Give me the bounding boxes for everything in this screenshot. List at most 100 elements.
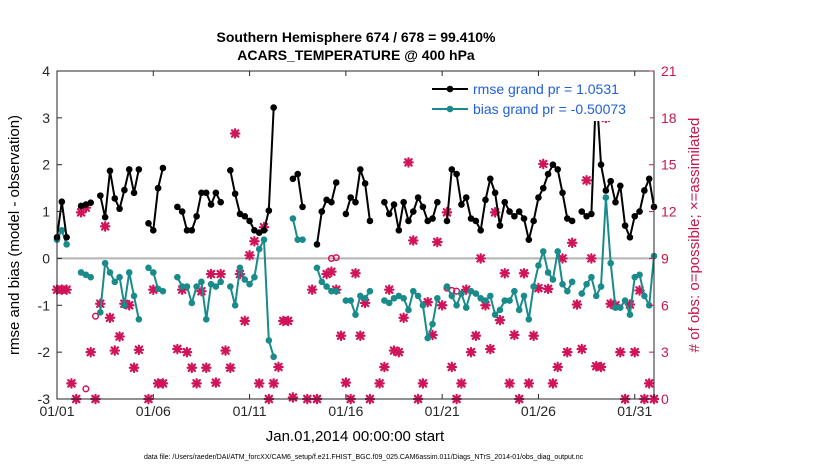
rmse-point <box>554 166 562 173</box>
bias-point <box>487 292 494 300</box>
rmse-point <box>212 189 220 197</box>
tick-layer: 01/01 01/06 01/11 01/16 01/21 01/26 01/31 -3 -2 -… <box>38 63 677 419</box>
obs-assimilated-marker <box>403 157 414 168</box>
rmse-point <box>188 227 196 234</box>
obs-assimilated-marker <box>75 207 87 218</box>
bias-point <box>87 273 95 281</box>
bias-point <box>121 301 128 309</box>
y-tick-label: 0 <box>42 250 50 266</box>
bias-point <box>544 269 552 276</box>
bias-point <box>299 236 306 243</box>
obs-assimilated-marker <box>85 346 97 358</box>
rmse-point <box>183 227 191 234</box>
bias-point <box>602 194 610 201</box>
obs-assimilated-marker <box>306 284 318 295</box>
obs-assimilated-marker <box>547 378 559 389</box>
obs-assimilated-marker <box>643 378 655 389</box>
rmse-point <box>154 184 162 192</box>
bias-point <box>491 311 499 318</box>
bias-point <box>429 320 436 328</box>
obs-assimilated-marker <box>518 267 530 279</box>
obs-possible-marker <box>332 254 340 262</box>
bias-point <box>616 304 624 311</box>
obs-assimilated-marker <box>114 331 125 342</box>
bias-point <box>515 306 523 314</box>
bias-point <box>347 297 354 304</box>
bias-point <box>125 269 133 276</box>
bias-point <box>198 278 205 286</box>
obs-assimilated-marker <box>340 377 352 388</box>
rmse-point <box>645 175 653 183</box>
rmse-point <box>621 222 629 229</box>
obs-assimilated-marker <box>552 361 564 373</box>
rmse-point <box>544 170 552 178</box>
rmse-point <box>342 210 350 218</box>
bias-point <box>462 304 470 311</box>
obs-assimilated-marker <box>576 343 588 355</box>
bias-point <box>352 311 359 318</box>
obs-assimilated-marker <box>509 329 520 341</box>
rmse-point <box>352 198 359 206</box>
rmse-point <box>535 194 542 201</box>
obs-assimilated-marker <box>172 343 183 355</box>
bias-point <box>63 241 70 248</box>
chart-title-line1: Southern Hemisphere 674 / 678 = 99.410% <box>217 29 497 45</box>
obs-assimilated-marker <box>388 345 400 356</box>
bias-point <box>453 301 460 309</box>
rmse-point <box>559 189 566 197</box>
rmse-point <box>453 170 460 178</box>
rmse-point <box>409 208 417 215</box>
obs-assimilated-marker <box>427 329 438 341</box>
rmse-point <box>520 215 528 222</box>
obs-assimilated-marker <box>186 362 198 374</box>
rmse-point <box>63 234 70 241</box>
obs-assimilated-marker <box>282 315 294 327</box>
obs-assimilated-marker <box>432 236 443 248</box>
y-tick-label: 4 <box>42 63 50 79</box>
obs-assimilated-marker <box>220 345 231 356</box>
rmse-point <box>332 179 340 186</box>
bias-point <box>405 306 412 314</box>
rmse-point <box>357 166 364 173</box>
bias-point <box>332 287 340 295</box>
obs-assimilated-marker <box>253 378 265 389</box>
rmse-point <box>366 217 374 225</box>
bias-point <box>342 297 350 304</box>
obs-assimilated-marker <box>595 361 607 373</box>
bias-point <box>149 269 157 276</box>
bias-point <box>135 316 143 323</box>
obs-assimilated-marker <box>465 346 477 358</box>
bias-point <box>520 292 528 300</box>
y-tick-label: -1 <box>38 297 51 313</box>
rmse-point <box>612 198 619 206</box>
bias-point <box>111 278 119 286</box>
bias-point <box>318 278 326 286</box>
rmse-point <box>395 227 403 234</box>
rmse-point <box>58 198 66 206</box>
rmse-line <box>229 107 275 234</box>
y-tick-label: -2 <box>38 344 51 360</box>
bias-point <box>366 287 374 295</box>
rmse-point <box>385 210 393 218</box>
bias-point <box>183 283 191 290</box>
bias-point <box>328 287 335 295</box>
plot-area <box>57 71 654 399</box>
bias-point <box>58 227 66 234</box>
bias-point <box>260 236 268 243</box>
rmse-point <box>241 212 249 220</box>
rmse-point <box>87 199 95 206</box>
rmse-line <box>147 167 164 232</box>
obs-assimilated-marker <box>460 284 472 295</box>
rmse-point <box>101 213 109 221</box>
rmse-point <box>487 175 494 183</box>
bias-point <box>212 283 220 290</box>
bias-point <box>588 273 595 281</box>
rmse-point <box>501 198 509 206</box>
bias-point <box>564 287 571 295</box>
obs-assimilated-marker <box>268 378 279 389</box>
obs-assimilated-marker <box>562 346 573 358</box>
obs-assimilated-marker <box>417 378 429 389</box>
rmse-point <box>511 212 518 220</box>
y2-axis-label: # of obs: o=possible; ×=assimilated <box>686 118 703 353</box>
obs-assimilated-marker <box>489 207 501 218</box>
